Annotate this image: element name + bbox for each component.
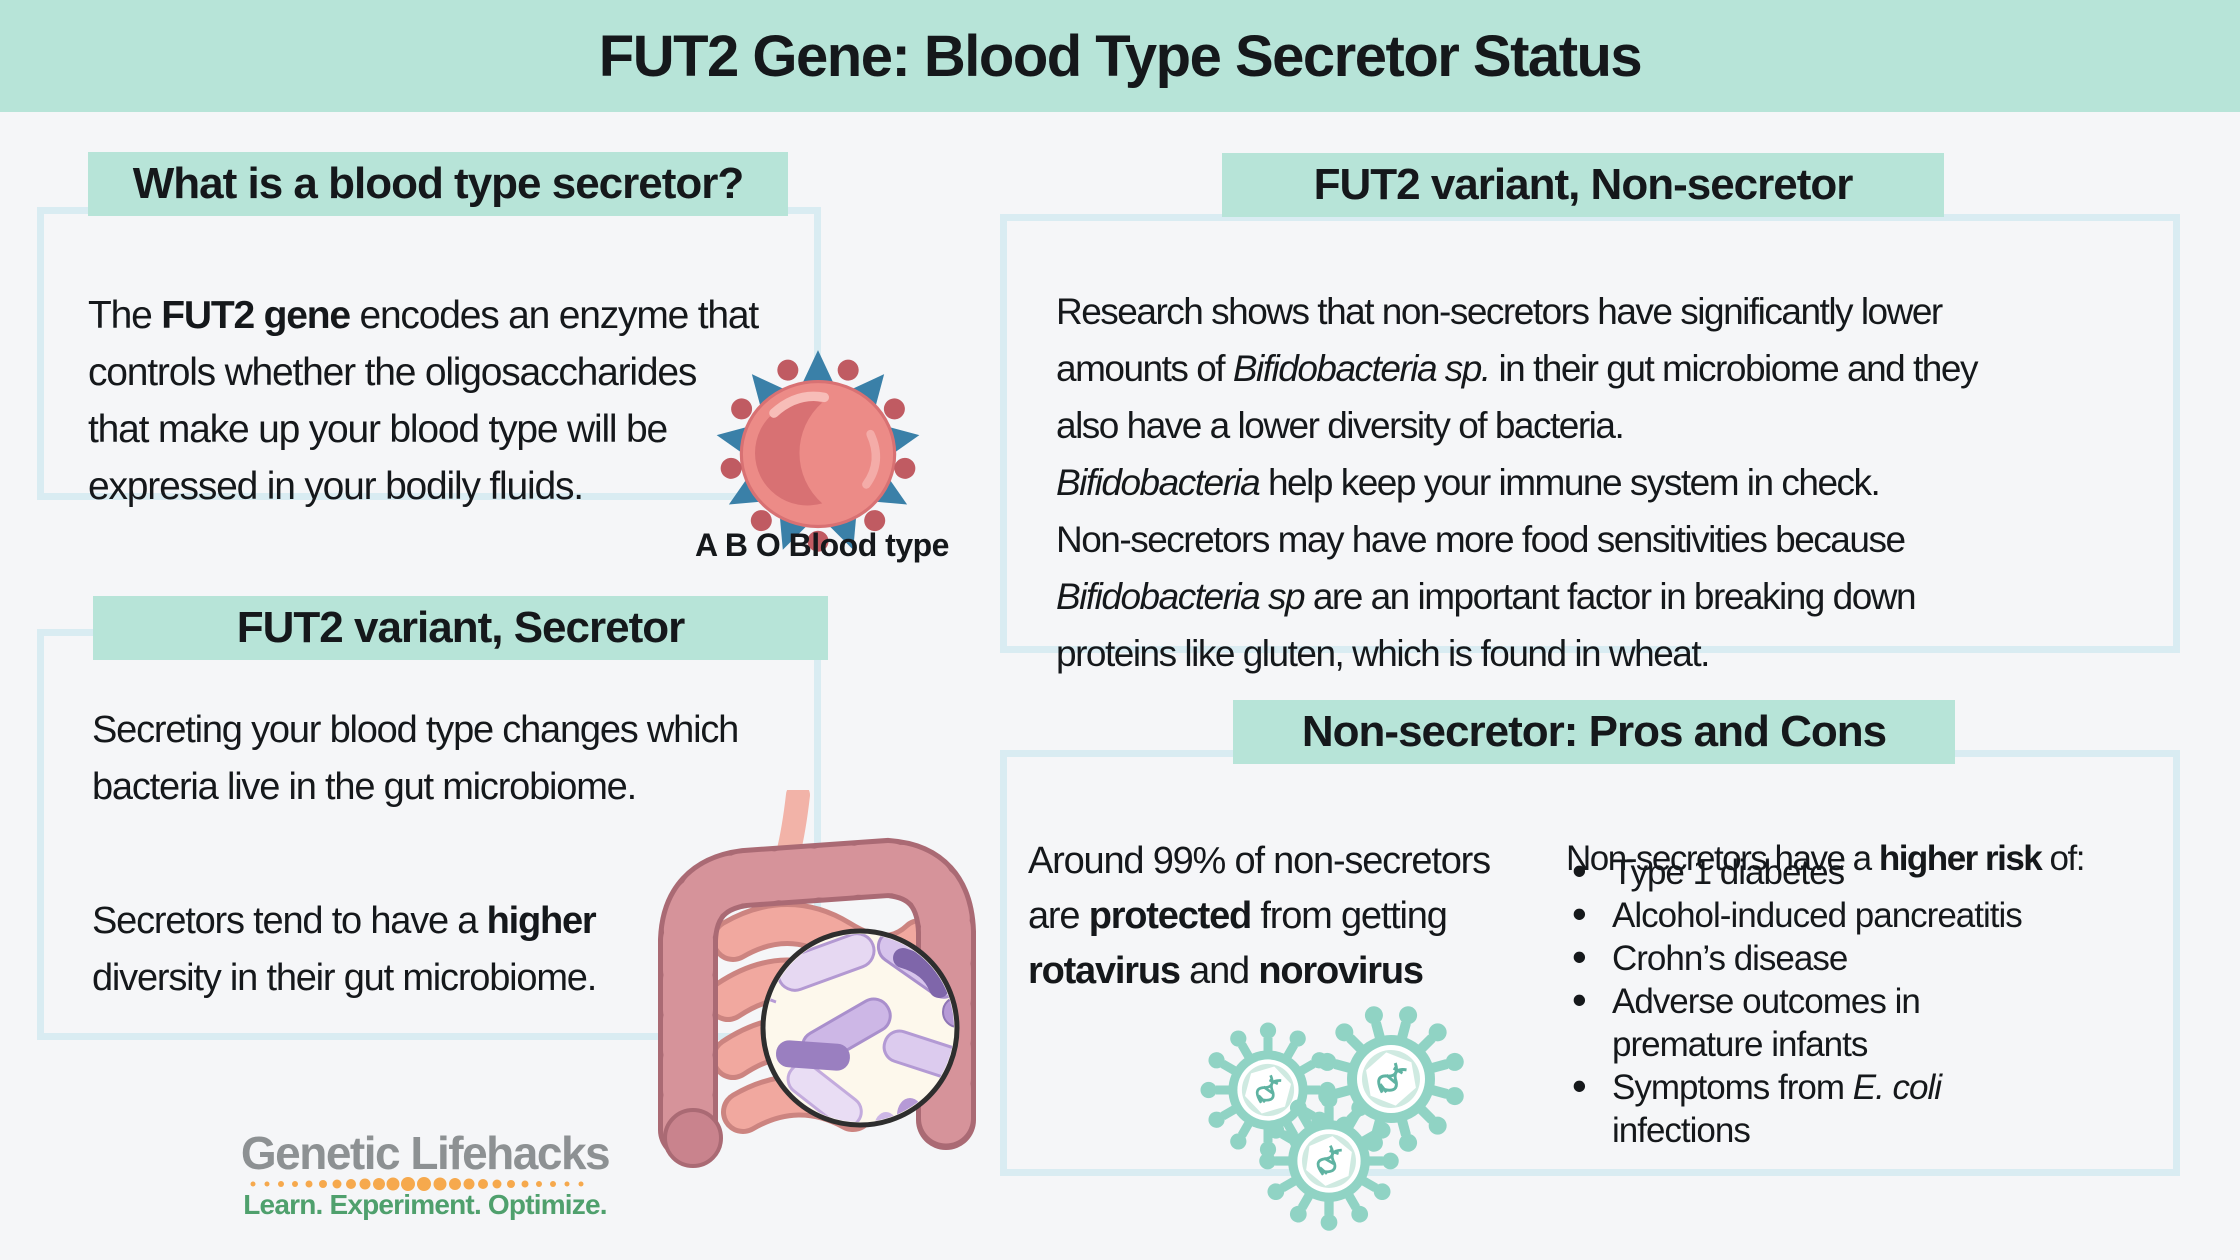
header-pros-cons: Non-secretor: Pros and Cons [1233,700,1955,764]
what-body-text: The FUT2 gene encodes an enzyme that cont… [88,294,759,508]
header-secretor: FUT2 variant, Secretor [93,596,828,660]
header-non-secretor: FUT2 variant, Non-secretor [1222,153,1944,217]
title-banner: FUT2 Gene: Blood Type Secretor Status [0,0,2240,112]
page-title: FUT2 Gene: Blood Type Secretor Status [598,23,1643,89]
gut-bacteria [766,934,954,1122]
virus-icons [1200,1006,1464,1231]
logo-tagline: Learn. Experiment. Optimize. [243,1189,607,1220]
risk-list-item: Crohn’s disease [1566,935,2156,980]
header-what-is-secretor: What is a blood type secretor? [88,152,788,216]
risk-list: Type 1 diabetesAlcohol-induced pancreati… [1566,849,2156,1152]
virus-icon-bottom [1259,1091,1399,1231]
large-intestine [658,837,976,1160]
secretor-paragraph-2: Secretors tend to have a higher diversity… [92,900,597,999]
risk-list-item: Alcohol-induced pancreatitis [1566,892,2156,937]
intestine-icon [658,790,976,1168]
orange-dotted-divider [250,1177,584,1191]
blood-cell-caption: A B O Blood type [695,527,949,563]
pros-text: Around 99% of non-secretors are protected… [1028,840,1491,992]
logo-wordmark: Genetic Lifehacks [240,1127,611,1179]
non-secretor-body-text: Research shows that non-secretors have s… [1056,291,1978,674]
virus-icon-left [1200,1022,1336,1158]
secretor-paragraph-1: Secreting your blood type changes which b… [92,709,739,808]
card-non-secretor [1000,214,2180,653]
blood-cell-icon [716,350,920,552]
risk-list-item: Type 1 diabetes [1566,849,2156,894]
